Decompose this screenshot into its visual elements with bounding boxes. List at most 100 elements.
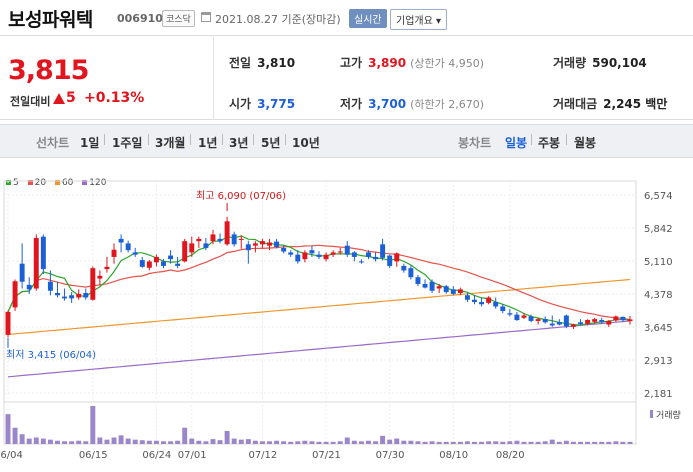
- x-tick-label: 07/12: [248, 450, 277, 461]
- divider: [213, 37, 214, 120]
- candle-body: [613, 316, 619, 321]
- candle-body: [182, 241, 188, 262]
- candle-body: [281, 247, 287, 252]
- volume-bar: [267, 441, 272, 444]
- candle-body: [401, 265, 407, 271]
- candle-body: [19, 263, 25, 282]
- volume-bar: [55, 440, 60, 444]
- volume-bar: [627, 441, 633, 444]
- candle-weekly[interactable]: 주봉: [538, 136, 561, 150]
- volume-bar: [40, 438, 46, 444]
- up-arrow-icon: [53, 93, 65, 104]
- volume-bar: [415, 441, 421, 444]
- volume-bar: [514, 440, 520, 444]
- period-1d[interactable]: 1일: [80, 136, 100, 150]
- y-tick-label: 3,645: [644, 323, 673, 334]
- volume-bar: [90, 406, 96, 444]
- volume-bar: [97, 437, 103, 444]
- volume-bar: [450, 441, 456, 444]
- candle-body: [161, 261, 166, 266]
- chart-frame: [3, 180, 637, 445]
- stat-amount: 거래대금 2,245 백만: [553, 97, 668, 111]
- candle-body: [217, 238, 223, 242]
- candle-body: [493, 302, 499, 307]
- y-tick-label: 5,110: [644, 257, 673, 268]
- volume-bar: [203, 441, 209, 444]
- ma20-line: [7, 244, 631, 321]
- volume-legend-label: 거래량: [656, 409, 681, 421]
- candle-body: [189, 243, 195, 253]
- candle-monthly[interactable]: 월봉: [574, 136, 597, 150]
- volume-bar: [422, 441, 428, 444]
- candle-daily[interactable]: 일봉: [505, 136, 528, 150]
- change-value: 5: [66, 90, 76, 106]
- candle-body: [238, 238, 244, 240]
- candle-body: [380, 244, 386, 258]
- stat-open: 시가 3,775: [229, 97, 296, 111]
- volume-bar: [5, 414, 11, 444]
- candle-body: [295, 254, 301, 262]
- price-chart[interactable]: 6,574 5,842 5,110 4,378 3,645 2,913 2,181 06/04…: [0, 180, 693, 472]
- volume-bar: [330, 441, 336, 444]
- volume-bar: [408, 440, 414, 444]
- x-tick-label: 06/15: [79, 450, 108, 461]
- candle-body: [132, 252, 138, 255]
- candle-body: [457, 289, 463, 293]
- separator: [104, 134, 105, 145]
- candle-body: [415, 277, 421, 284]
- realtime-button[interactable]: 실시간: [349, 9, 387, 28]
- candle-body: [620, 316, 626, 321]
- candle-body: [316, 254, 322, 257]
- y-tick-label: 2,913: [644, 356, 673, 367]
- volume-bar: [351, 440, 357, 444]
- base-date: 2021.08.27 기준(장마감): [215, 13, 341, 26]
- volume-bar: [592, 441, 598, 444]
- volume-bar: [366, 440, 371, 444]
- candle-body: [373, 256, 379, 260]
- volume-bar: [606, 441, 612, 444]
- company-info-select[interactable]: 기업개요 ▾: [390, 9, 447, 30]
- candle-body: [464, 295, 470, 300]
- candle-body: [26, 284, 32, 290]
- stat-prev-close: 전일 3,810: [229, 56, 296, 70]
- volume-bar: [12, 427, 18, 444]
- y-tick-label: 5,842: [644, 224, 673, 235]
- volume-bar: [556, 441, 562, 444]
- period-1y[interactable]: 1년: [198, 136, 218, 150]
- volume-bar: [295, 441, 301, 444]
- volume-bar: [252, 440, 258, 444]
- volume-bar: [358, 441, 364, 444]
- volume-bar: [19, 434, 25, 444]
- candle-body: [288, 252, 294, 255]
- volume-bar: [139, 440, 145, 444]
- x-tick-label: 08/10: [439, 450, 468, 461]
- period-1w[interactable]: 1주일: [112, 136, 143, 150]
- volume-bar: [146, 440, 152, 444]
- period-5y[interactable]: 5년: [261, 136, 281, 150]
- line-chart-label[interactable]: 선차트: [36, 136, 70, 150]
- period-3y[interactable]: 3년: [229, 136, 249, 150]
- candle-body: [252, 243, 258, 246]
- candle-body: [90, 268, 96, 300]
- volume-bar: [457, 441, 463, 444]
- period-3m[interactable]: 3개월: [155, 136, 186, 150]
- candle-body: [40, 236, 46, 270]
- separator: [531, 134, 532, 145]
- volume-bar: [118, 435, 124, 444]
- candle-body: [337, 251, 343, 253]
- volume-bar: [224, 430, 230, 444]
- candle-body: [578, 322, 583, 325]
- candle-body: [556, 322, 562, 325]
- candle-chart-label[interactable]: 봉차트: [458, 136, 492, 150]
- period-10y[interactable]: 10년: [292, 136, 320, 150]
- volume-bar: [33, 437, 39, 444]
- candle-body: [146, 261, 152, 268]
- candle-body: [358, 261, 364, 263]
- volume-bar: [288, 441, 294, 444]
- current-price: 3,815: [8, 55, 89, 86]
- volume-bar: [104, 439, 110, 444]
- volume-bar: [401, 440, 407, 444]
- market-badge: 코스닥: [162, 10, 195, 27]
- volume-bar: [599, 441, 605, 444]
- candle-body: [62, 296, 68, 299]
